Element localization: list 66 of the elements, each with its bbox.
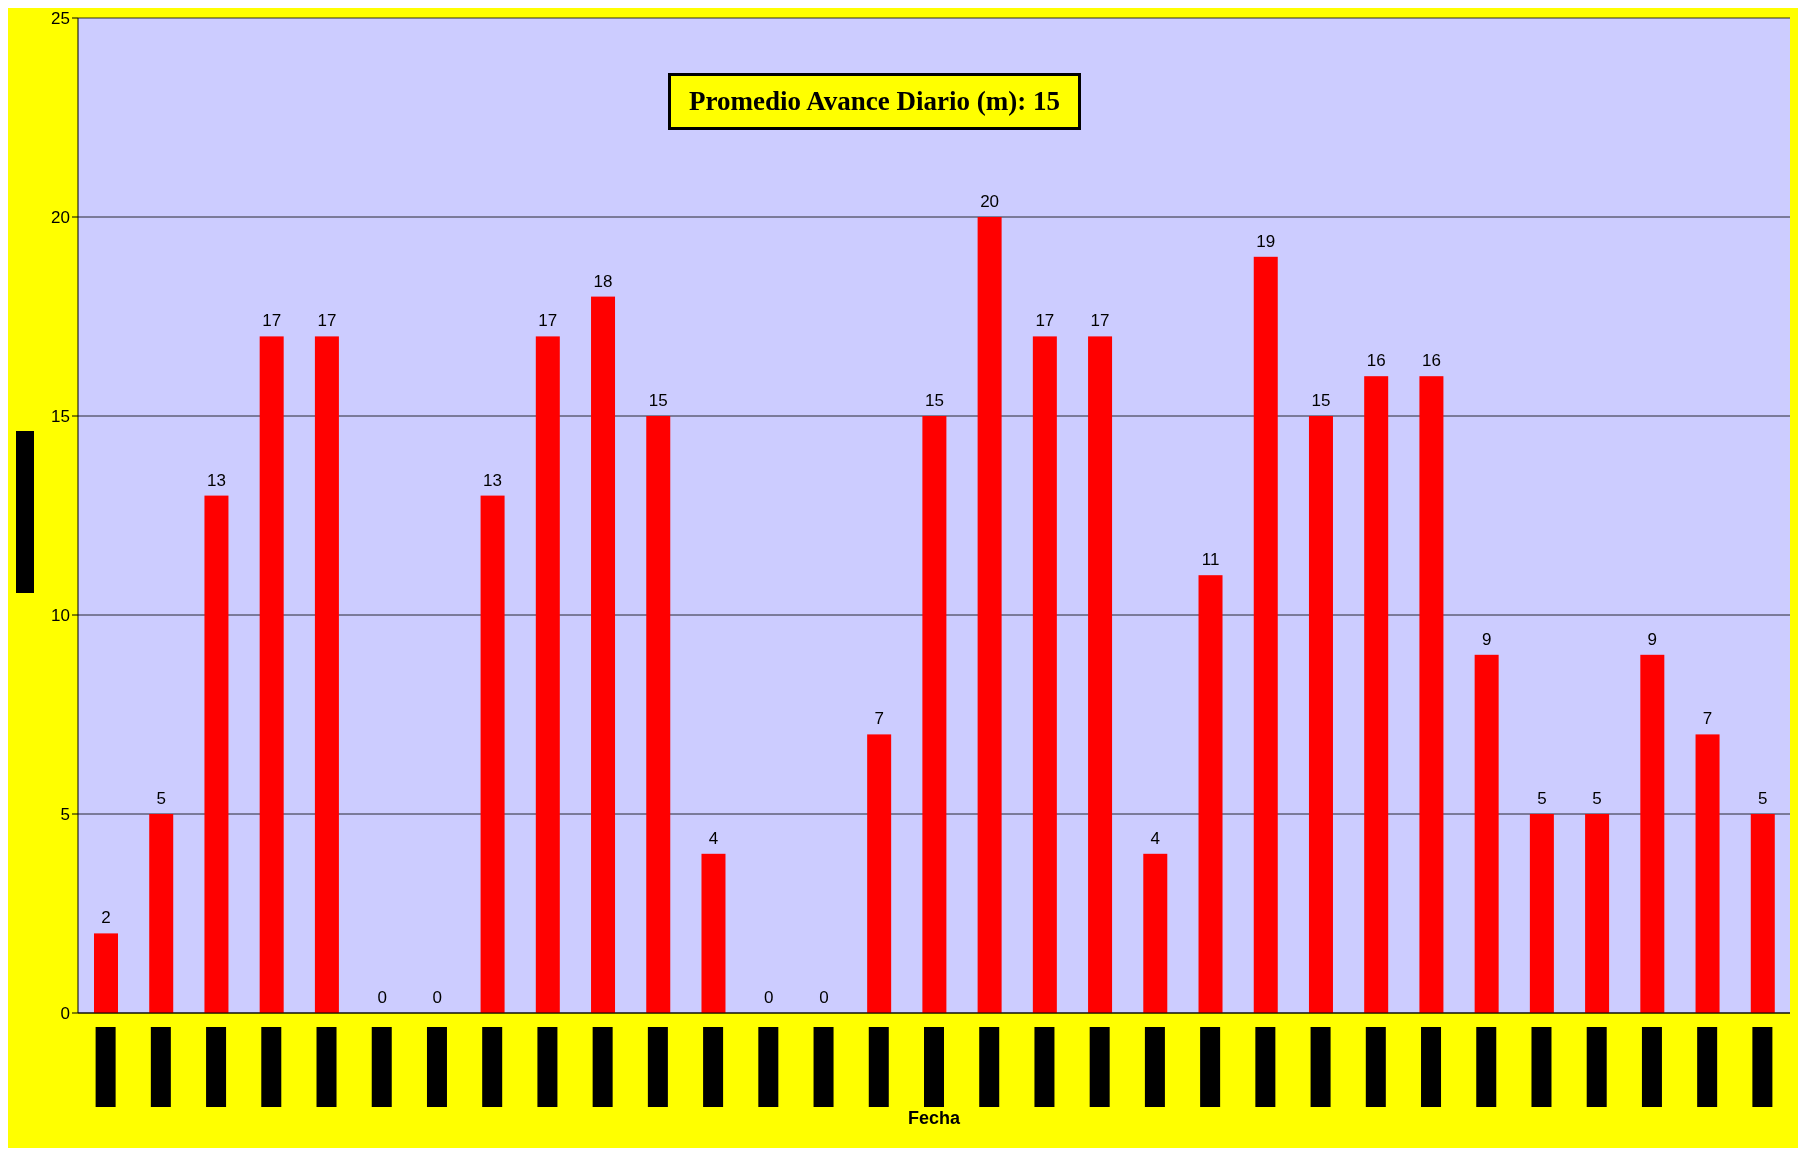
bar xyxy=(314,336,339,1013)
data-label: 5 xyxy=(1758,789,1768,808)
y-tick-label: 15 xyxy=(51,407,70,427)
data-label: 0 xyxy=(432,988,443,1007)
data-label: 17 xyxy=(538,311,558,331)
bar xyxy=(867,734,892,1013)
data-label: 17 xyxy=(317,311,337,331)
data-label: 15 xyxy=(648,391,668,410)
bar xyxy=(1308,416,1333,1013)
bar xyxy=(480,495,505,1013)
data-label: 0 xyxy=(819,988,829,1007)
data-label: 15 xyxy=(924,391,944,410)
data-label: 17 xyxy=(1090,311,1110,331)
y-tick-label: 5 xyxy=(60,805,70,825)
data-label: 19 xyxy=(1256,231,1276,251)
bar xyxy=(646,416,671,1013)
data-label: 18 xyxy=(593,271,613,291)
bar xyxy=(149,814,174,1013)
bar xyxy=(977,217,1002,1013)
bar xyxy=(591,296,616,1013)
data-label: 17 xyxy=(1035,311,1055,331)
data-label: 2 xyxy=(101,908,111,928)
bar xyxy=(1143,853,1168,1013)
bar xyxy=(535,336,560,1013)
y-tick-label: 0 xyxy=(60,1004,70,1024)
data-label: 0 xyxy=(377,988,387,1007)
y-tick-label: 25 xyxy=(51,9,70,29)
bar xyxy=(1695,734,1720,1013)
y-tick-label: 20 xyxy=(51,208,70,228)
bar xyxy=(1364,376,1389,1013)
data-label: 4 xyxy=(708,828,719,848)
bar xyxy=(1750,814,1775,1013)
y-tick-label: 10 xyxy=(51,606,70,626)
bar xyxy=(701,853,726,1013)
bar xyxy=(922,416,947,1013)
data-label: 13 xyxy=(483,470,503,490)
bar xyxy=(1640,654,1665,1013)
bar xyxy=(204,495,229,1013)
data-label: 5 xyxy=(1537,789,1547,808)
bar xyxy=(1198,575,1223,1013)
bar xyxy=(1529,814,1554,1013)
data-label: 15 xyxy=(1311,391,1331,410)
data-label: 9 xyxy=(1647,629,1658,649)
data-label: 17 xyxy=(262,311,282,331)
bar xyxy=(1088,336,1113,1013)
bar xyxy=(1474,654,1499,1013)
x-axis-title: Fecha xyxy=(907,1108,961,1128)
bar xyxy=(1585,814,1610,1013)
data-label: 7 xyxy=(1702,709,1713,729)
data-label: 4 xyxy=(1150,828,1161,848)
bar xyxy=(94,933,118,1013)
bar xyxy=(1032,336,1057,1013)
data-label: 13 xyxy=(206,470,226,490)
bar xyxy=(1419,376,1444,1013)
data-label: 11 xyxy=(1201,550,1220,570)
data-label: 5 xyxy=(1592,789,1602,808)
bar xyxy=(259,336,284,1013)
data-label: 5 xyxy=(156,789,166,808)
data-label: 16 xyxy=(1421,351,1441,371)
data-label: 20 xyxy=(980,192,1000,211)
data-label: 9 xyxy=(1481,629,1492,649)
annotation: Promedio Avance Diario (m): 15 xyxy=(668,73,1081,130)
bar xyxy=(1253,256,1278,1013)
data-label: 0 xyxy=(763,988,774,1007)
data-label: 7 xyxy=(874,709,884,729)
data-label: 16 xyxy=(1366,351,1386,371)
